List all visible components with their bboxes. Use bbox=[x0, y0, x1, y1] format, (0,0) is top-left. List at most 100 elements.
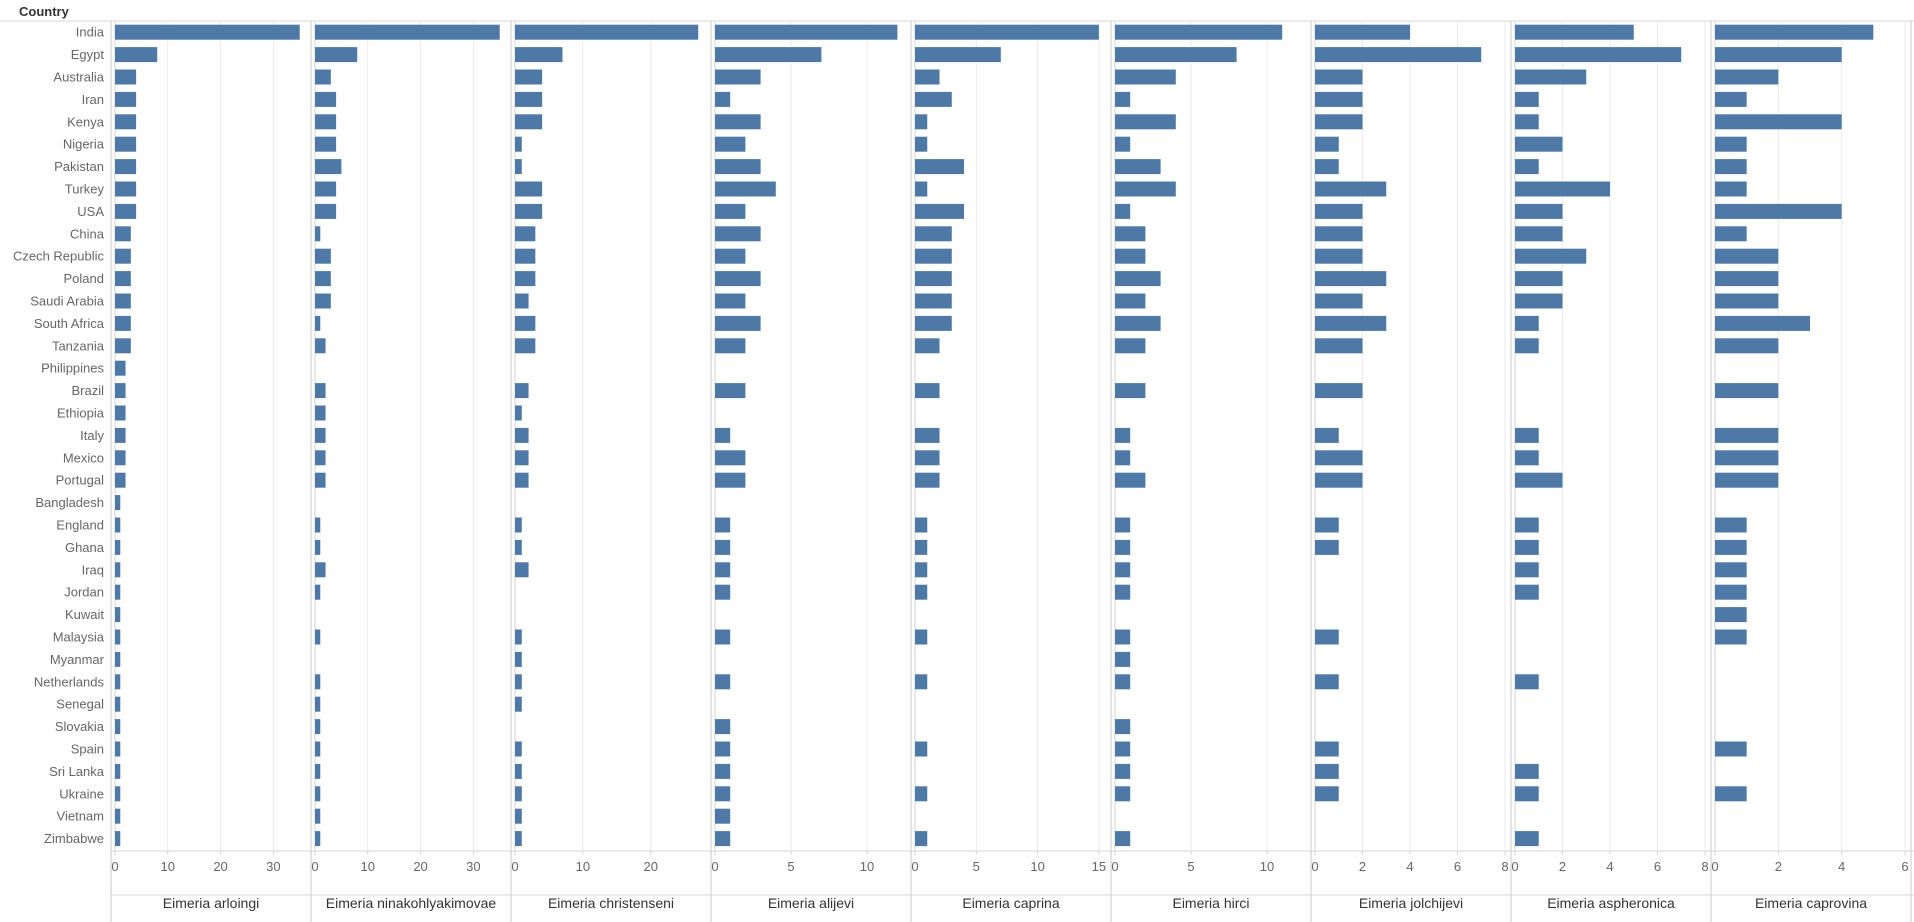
panel: 0 2 4 6 Eimeria caprovina bbox=[1710, 21, 1909, 922]
bar bbox=[715, 741, 731, 757]
bar bbox=[1515, 472, 1563, 488]
bar bbox=[1315, 629, 1339, 645]
bar bbox=[1515, 450, 1539, 466]
tick-label: 5 bbox=[787, 859, 794, 874]
bar bbox=[1315, 271, 1387, 287]
row-label: Brazil bbox=[71, 383, 104, 398]
bar bbox=[515, 741, 522, 757]
tick-label: 2 bbox=[1359, 859, 1366, 874]
bar bbox=[915, 136, 928, 152]
tick-label: 10 bbox=[1030, 859, 1044, 874]
bar bbox=[715, 383, 746, 399]
bar bbox=[1115, 114, 1176, 130]
tick-label: 6 bbox=[1654, 859, 1661, 874]
bar bbox=[715, 315, 761, 331]
bar bbox=[1315, 91, 1363, 107]
bar bbox=[315, 584, 321, 600]
bar bbox=[1515, 539, 1539, 555]
bar bbox=[515, 808, 522, 824]
bar bbox=[1115, 69, 1176, 85]
bar bbox=[515, 226, 536, 242]
bar bbox=[1715, 338, 1779, 354]
row-label: Turkey bbox=[65, 182, 105, 197]
bar bbox=[1115, 719, 1131, 735]
bar bbox=[1115, 47, 1237, 63]
row-label: Kenya bbox=[67, 114, 105, 129]
row-label: Pakistan bbox=[54, 159, 104, 174]
bar bbox=[715, 69, 761, 85]
bar bbox=[315, 763, 321, 779]
bar bbox=[1715, 69, 1779, 85]
bar bbox=[115, 159, 137, 175]
bar bbox=[115, 763, 121, 779]
row-label: Saudi Arabia bbox=[30, 294, 104, 309]
bar bbox=[1115, 159, 1161, 175]
row-label: Jordan bbox=[64, 585, 104, 600]
bar bbox=[1515, 831, 1539, 847]
row-label: Tanzania bbox=[52, 338, 105, 353]
bar bbox=[1715, 293, 1779, 309]
row-label: Sri Lanka bbox=[49, 764, 105, 779]
row-label: Iran bbox=[82, 92, 104, 107]
bar bbox=[515, 629, 522, 645]
bar bbox=[1515, 293, 1563, 309]
bar bbox=[1115, 584, 1131, 600]
bar bbox=[1315, 248, 1363, 264]
bar bbox=[1515, 315, 1539, 331]
bar bbox=[515, 69, 543, 85]
bar bbox=[715, 562, 731, 578]
bar bbox=[515, 114, 543, 130]
bar bbox=[1115, 136, 1131, 152]
bar bbox=[315, 293, 331, 309]
bar bbox=[1515, 338, 1539, 354]
bar bbox=[915, 338, 940, 354]
bar bbox=[915, 159, 965, 175]
bar bbox=[115, 674, 121, 690]
tick-label: 20 bbox=[213, 859, 227, 874]
bar bbox=[915, 203, 965, 219]
bar bbox=[1715, 383, 1779, 399]
bar bbox=[715, 472, 746, 488]
bar bbox=[1115, 271, 1161, 287]
bar bbox=[1715, 315, 1810, 331]
bar bbox=[715, 450, 746, 466]
bar bbox=[515, 338, 536, 354]
bar bbox=[915, 472, 940, 488]
bar bbox=[1115, 517, 1131, 533]
bar bbox=[115, 696, 121, 712]
bar bbox=[315, 315, 321, 331]
panel-title: Eimeria alijevi bbox=[768, 895, 854, 911]
bar bbox=[1715, 181, 1747, 197]
tick-label: 20 bbox=[643, 859, 657, 874]
bar bbox=[1715, 91, 1747, 107]
bar bbox=[1315, 293, 1363, 309]
bar bbox=[315, 831, 321, 847]
bar bbox=[1515, 763, 1539, 779]
bar bbox=[315, 271, 331, 287]
bar bbox=[115, 562, 121, 578]
bar bbox=[515, 674, 522, 690]
row-label: Slovakia bbox=[55, 719, 105, 734]
bar bbox=[1315, 383, 1363, 399]
bar bbox=[1115, 674, 1131, 690]
bar bbox=[715, 226, 761, 242]
bar bbox=[515, 203, 543, 219]
row-label: India bbox=[76, 25, 105, 40]
bar bbox=[515, 248, 536, 264]
bar bbox=[1315, 181, 1387, 197]
bar bbox=[915, 450, 940, 466]
bar bbox=[315, 562, 326, 578]
bar bbox=[1115, 24, 1283, 40]
tick-label: 30 bbox=[466, 859, 480, 874]
row-label: South Africa bbox=[34, 316, 105, 331]
bar bbox=[715, 136, 746, 152]
bar bbox=[715, 831, 731, 847]
row-label: Philippines bbox=[41, 361, 104, 376]
row-label: Zimbabwe bbox=[44, 831, 104, 846]
row-label: Portugal bbox=[56, 473, 105, 488]
bar bbox=[1115, 629, 1131, 645]
bar bbox=[315, 405, 326, 421]
bar bbox=[715, 271, 761, 287]
bar bbox=[115, 427, 126, 443]
bar bbox=[515, 47, 563, 63]
